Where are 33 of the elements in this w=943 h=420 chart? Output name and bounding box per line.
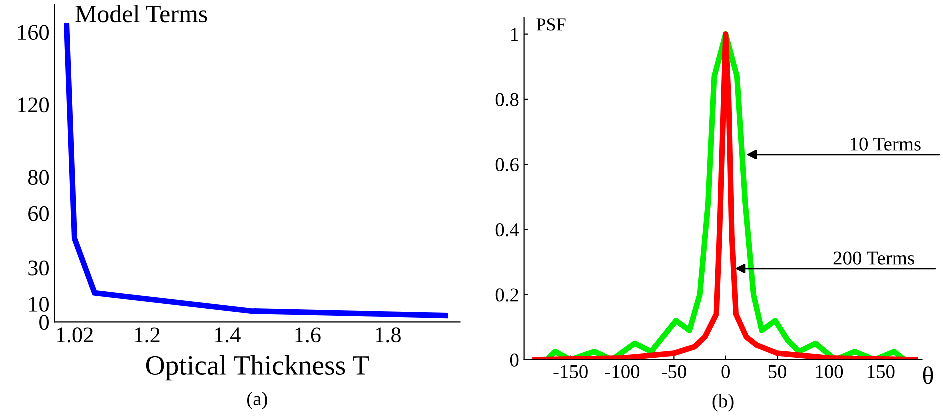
x-axis-title: θ bbox=[923, 366, 934, 384]
x-tick-label: 1.02 bbox=[57, 328, 93, 343]
y-tick-label: 120 bbox=[18, 98, 49, 113]
x-tick-label: 1.4 bbox=[215, 328, 241, 343]
y-tick-label: 0.6 bbox=[496, 158, 519, 172]
x-tick-label: -150 bbox=[554, 365, 588, 378]
annotation: 200 Terms bbox=[834, 252, 914, 265]
y-tick-label: 0.8 bbox=[496, 93, 519, 106]
x-tick-label: 1.2 bbox=[135, 328, 160, 343]
x-tick-label: 50 bbox=[768, 365, 787, 378]
y-axis-title: PSF bbox=[536, 18, 566, 31]
x-tick-label: 100 bbox=[816, 365, 844, 378]
text: (b) bbox=[712, 394, 734, 412]
y-axis-title: Model Terms bbox=[76, 5, 208, 23]
y-tick-label: 0 bbox=[510, 354, 519, 367]
y-tick-label: 80 bbox=[28, 170, 49, 186]
y-tick-label: 10 bbox=[30, 296, 49, 312]
y-tick-label: 30 bbox=[28, 260, 49, 276]
x-tick-label: 150 bbox=[868, 365, 895, 378]
y-tick-label: 1 bbox=[511, 28, 518, 42]
x-tick-label: -100 bbox=[605, 365, 640, 378]
x-axis-title: Optical Thickness T bbox=[146, 355, 370, 381]
y-tick-label: 0.2 bbox=[496, 288, 518, 302]
y-tick-label: 60 bbox=[28, 206, 49, 222]
y-tick-label: 0.4 bbox=[496, 224, 520, 237]
text: (a) bbox=[248, 392, 268, 410]
x-tick-label: 1.6 bbox=[296, 328, 321, 343]
x-tick-label: 1.8 bbox=[376, 328, 401, 343]
y-tick-label: 160 bbox=[18, 25, 49, 40]
annotation: 10 Terms bbox=[851, 138, 921, 151]
x-tick-label: -50 bbox=[662, 365, 686, 378]
x-tick-label: 0 bbox=[722, 365, 730, 378]
y-tick-label: 0 bbox=[40, 315, 49, 330]
